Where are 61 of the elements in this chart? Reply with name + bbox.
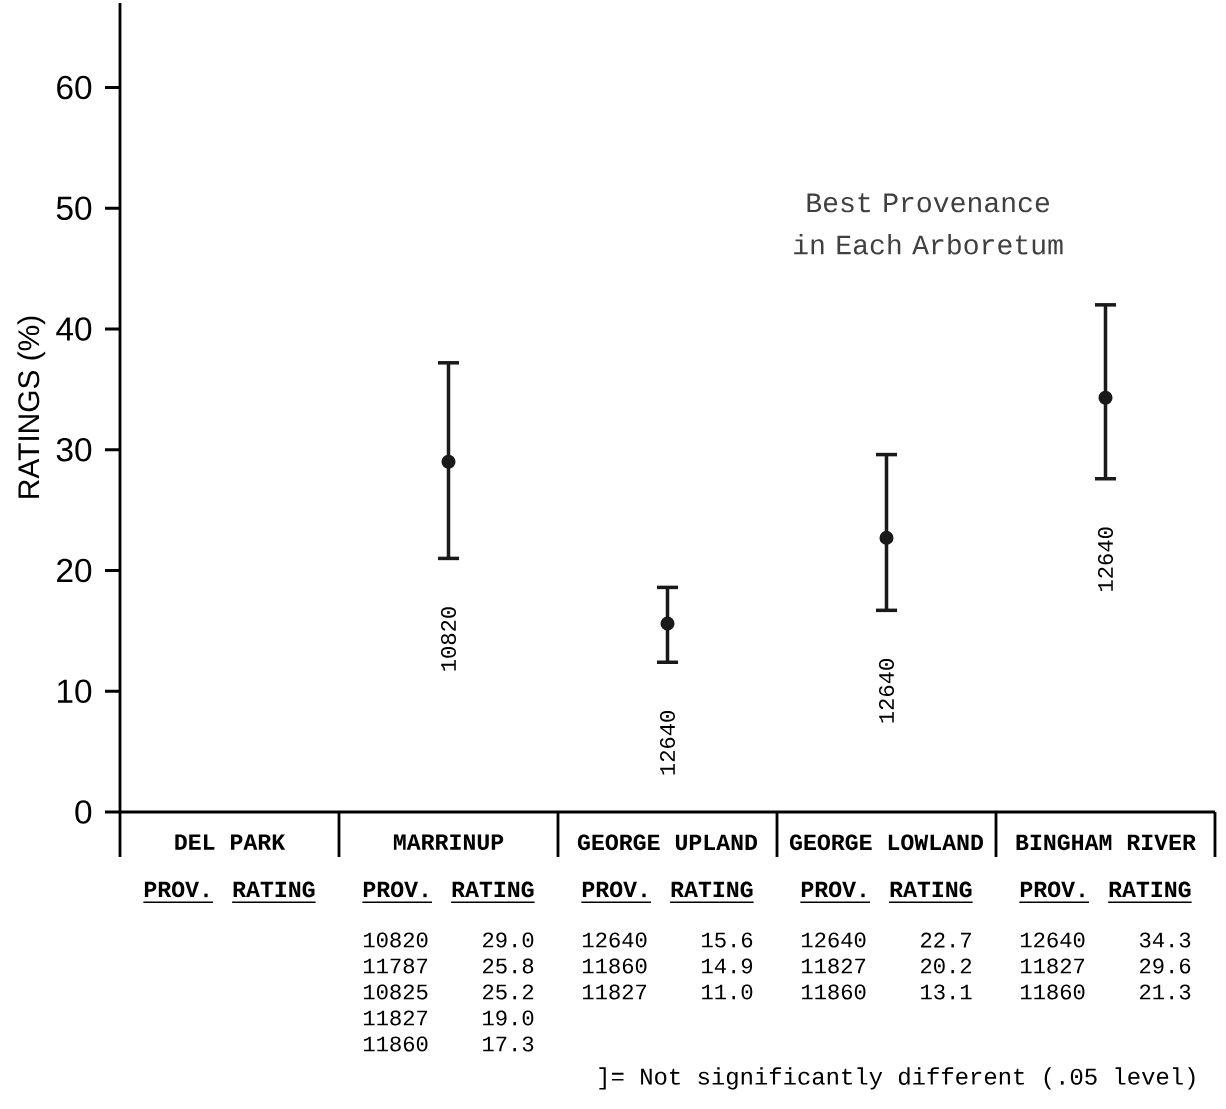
point: [441, 454, 456, 469]
y-tick-label: 50: [56, 196, 92, 221]
point: [1098, 390, 1113, 405]
text: PROV.: [1020, 881, 1084, 898]
text: 12640: [1020, 932, 1085, 948]
y-tick-label: 40: [56, 317, 92, 341]
text: 22.7: [921, 932, 971, 948]
annotation: 12640: [878, 659, 895, 723]
text: RATING: [233, 881, 315, 898]
text: 11787: [363, 958, 428, 974]
text: 17.3: [483, 1036, 534, 1052]
text: RATING: [890, 881, 972, 898]
x-tick-label: BINGHAM RIVER: [1016, 834, 1196, 851]
text: RATING: [452, 881, 534, 898]
text: 29.0: [483, 932, 534, 948]
text: 11827: [363, 1010, 428, 1026]
y-axis-title: RATINGS (%): [17, 316, 46, 498]
annotation: 12640: [659, 711, 676, 775]
text: PROV.: [144, 881, 208, 898]
point: [660, 616, 675, 631]
y-tick-label: 60: [57, 75, 92, 100]
text: PROV.: [582, 881, 646, 898]
y-tick-label: 0: [75, 800, 92, 824]
text: 11.0: [702, 984, 753, 1000]
text: 19.0: [483, 1010, 534, 1026]
text: RATING: [671, 881, 753, 898]
text: 20.2: [921, 958, 972, 974]
text: 10820: [363, 932, 428, 948]
point: [879, 530, 894, 545]
y-tick-label: 20: [57, 558, 92, 583]
text: 25.8: [483, 958, 534, 974]
text: 11827: [1020, 958, 1085, 974]
text: 11860: [363, 1036, 428, 1052]
text: 34.3: [1139, 932, 1191, 948]
x-tick-label: GEORGE UPLAND: [577, 834, 758, 851]
text: 11860: [582, 958, 647, 974]
text: 10825: [363, 984, 428, 1000]
x-tick-label: GEORGE LOWLAND: [789, 834, 983, 851]
text: 15.6: [702, 932, 753, 948]
text: RATING: [1109, 881, 1191, 898]
text: 12640: [801, 932, 866, 948]
text: 12640: [582, 932, 647, 948]
y-tick-label: 10: [57, 679, 92, 704]
text: 11827: [801, 958, 866, 974]
text: 21.3: [1140, 984, 1191, 1000]
text: Best Provenance in Each Arboretum: [794, 193, 1063, 255]
text: 13.1: [921, 984, 972, 1000]
annotation: 12640: [1097, 527, 1114, 591]
text: 11827: [582, 984, 647, 1000]
text: PROV.: [363, 881, 427, 898]
text: 29.6: [1140, 958, 1191, 974]
x-tick-label: MARRINUP: [393, 834, 504, 850]
text: 11860: [1020, 984, 1085, 1000]
text: PROV.: [801, 881, 865, 898]
annotation: 10820: [440, 607, 457, 671]
x-tick-label: DEL PARK: [175, 834, 286, 850]
text: 11860: [801, 984, 866, 1000]
y-tick-label: 30: [56, 437, 92, 462]
text: 25.2: [483, 984, 534, 1000]
text: 14.9: [702, 958, 753, 974]
text: ]= Not significantly different (.05 level): [599, 1067, 1195, 1090]
